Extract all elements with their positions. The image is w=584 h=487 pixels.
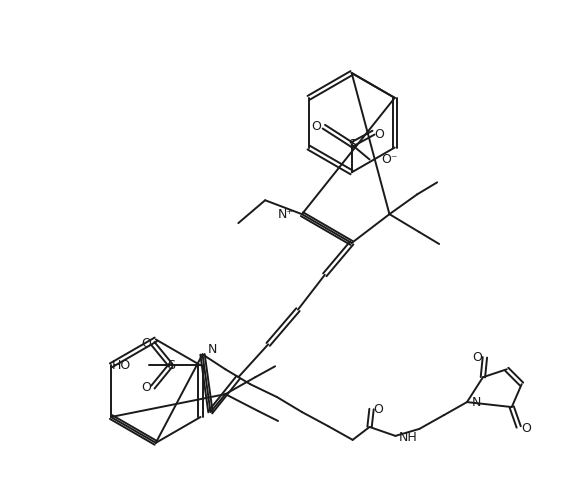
Text: HO: HO [112,359,131,372]
Text: O: O [374,128,384,141]
Text: O⁻: O⁻ [381,153,398,166]
Text: N⁺: N⁺ [278,207,294,221]
Text: O: O [311,120,321,133]
Text: O: O [472,351,482,364]
Text: N: N [472,395,481,409]
Text: O: O [374,403,384,415]
Text: O: O [522,422,531,435]
Text: S: S [347,138,356,151]
Text: N: N [207,343,217,356]
Text: NH: NH [398,431,417,444]
Text: S: S [166,359,175,372]
Text: O: O [141,337,151,350]
Text: O: O [141,381,151,393]
